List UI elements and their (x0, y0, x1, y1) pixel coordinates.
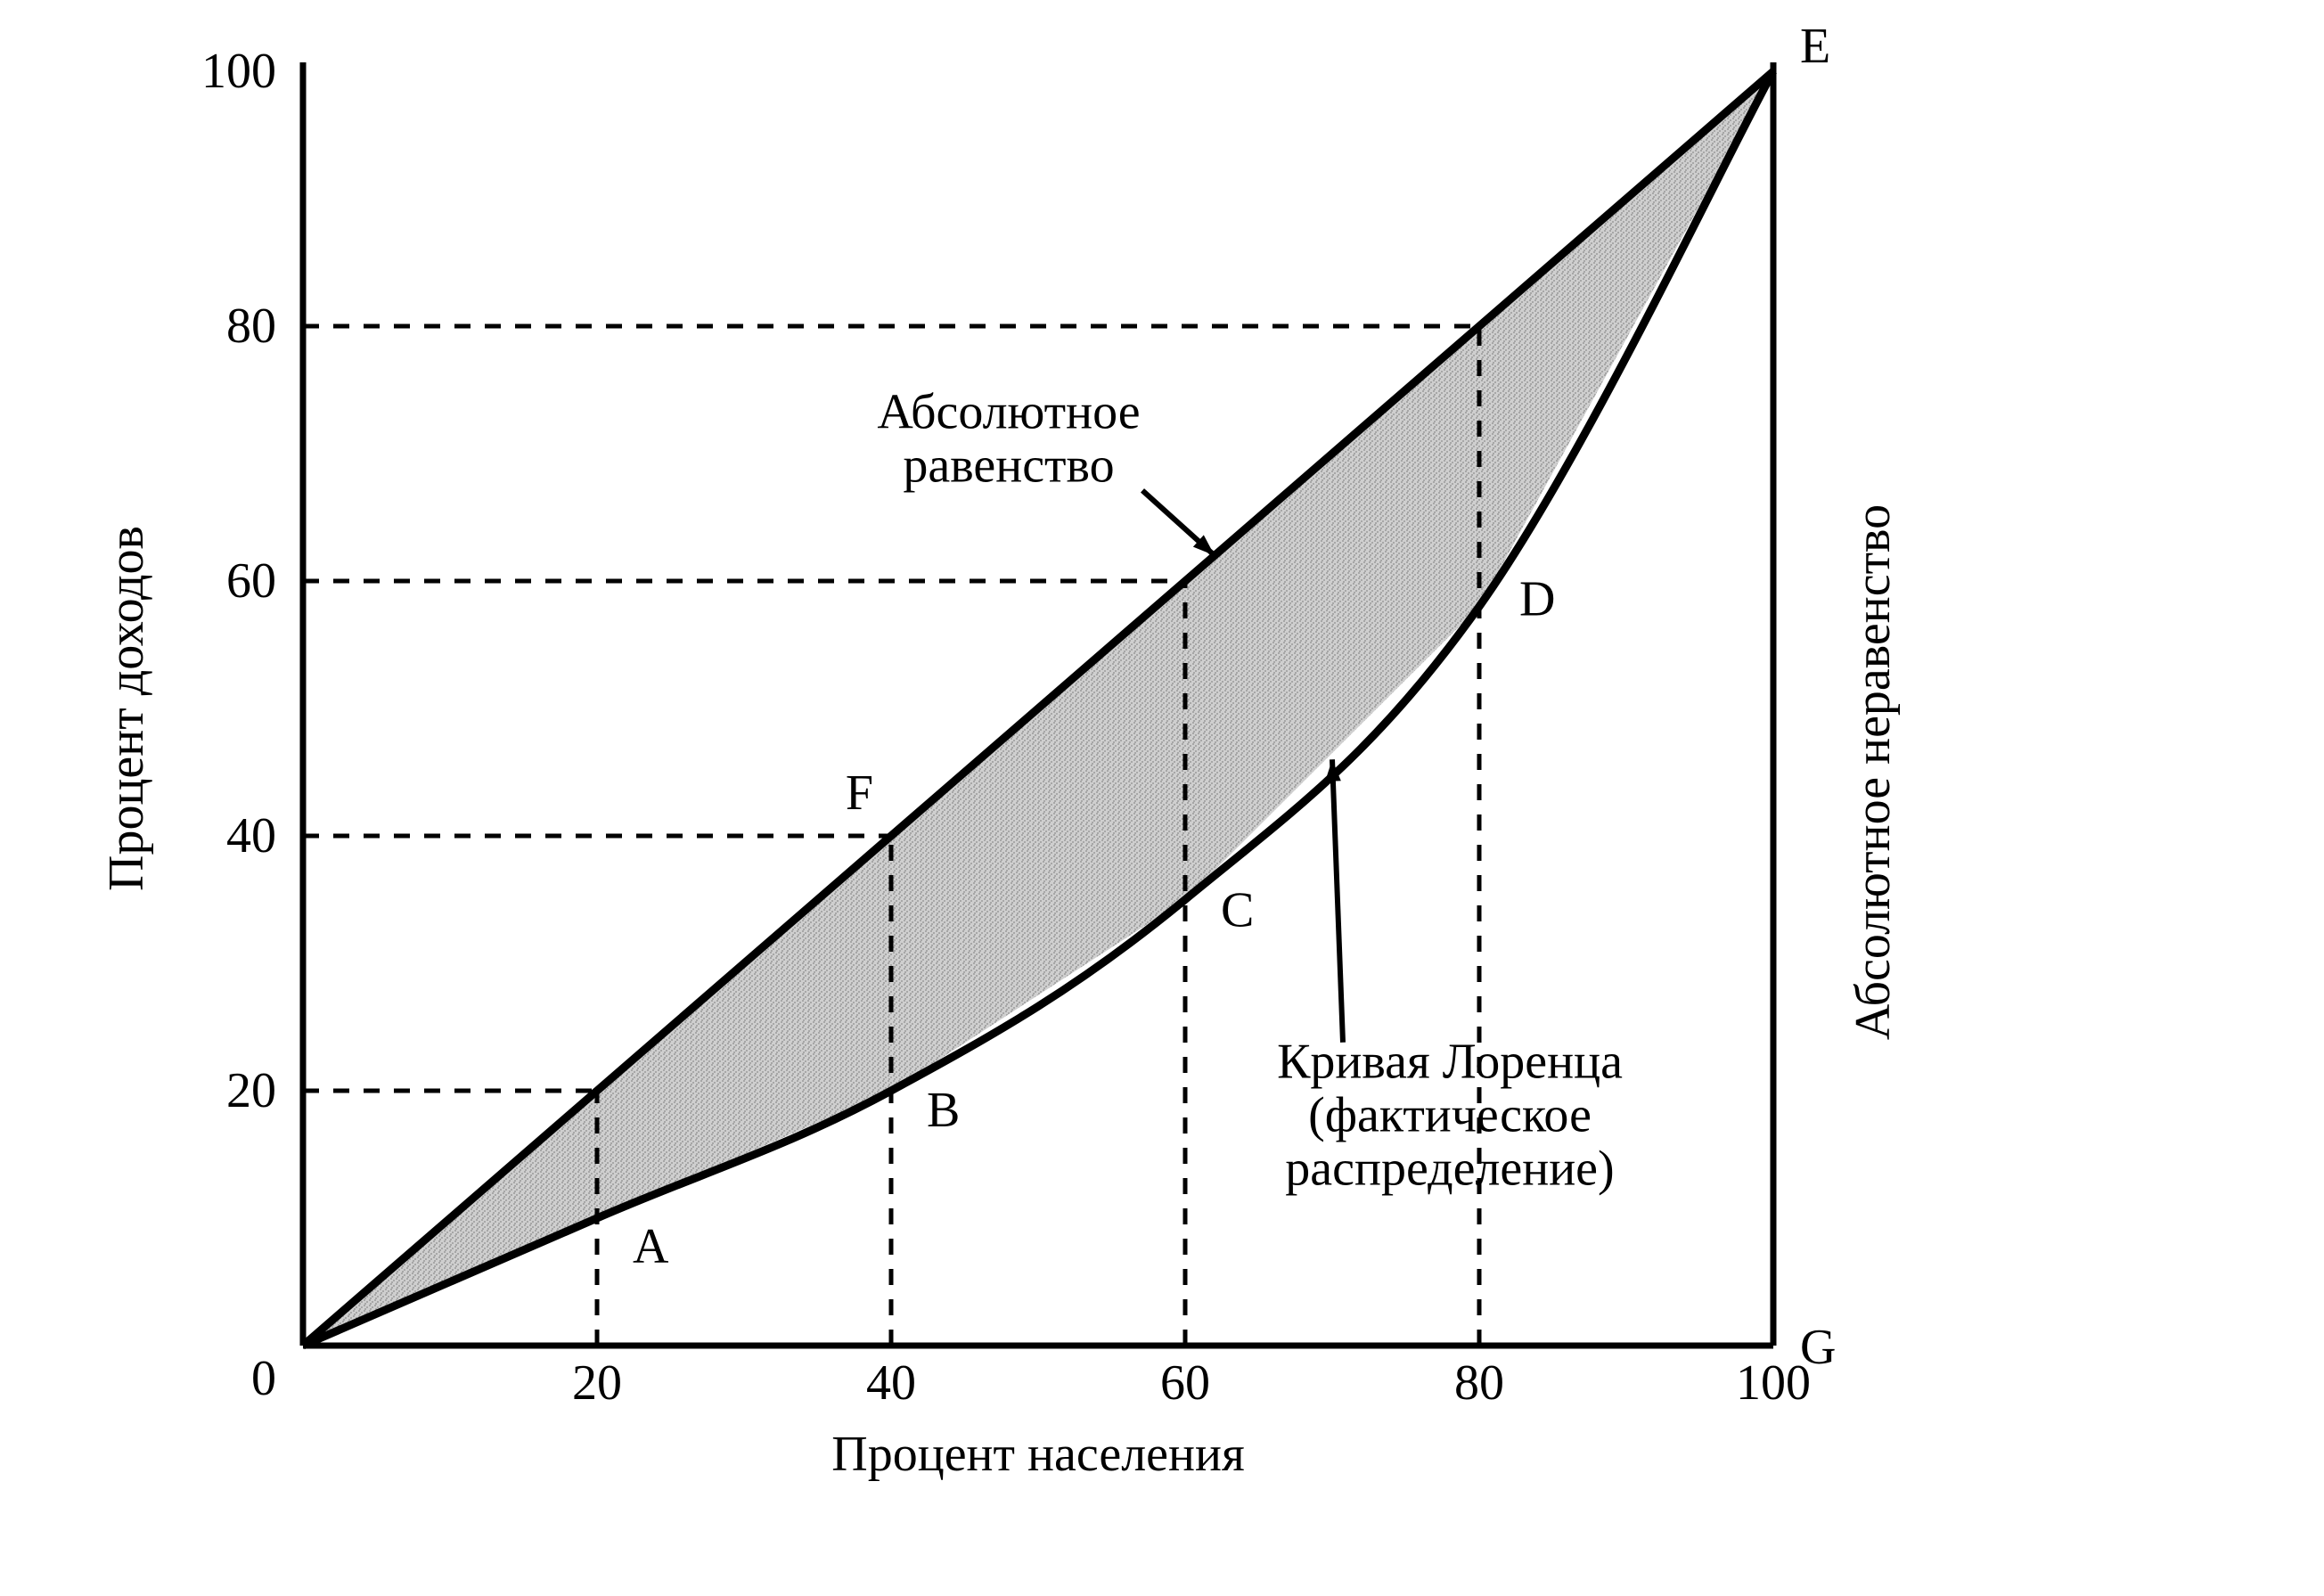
equality-annot-1: Абсолютное (877, 384, 1140, 439)
y-tick-40: 40 (226, 808, 276, 863)
y-tick-80: 80 (226, 299, 276, 354)
y-tick-20: 20 (226, 1063, 276, 1118)
lorenz-annot-1: Кривая Лоренца (1277, 1035, 1623, 1090)
lorenz-annot-2: (фактическое (1308, 1088, 1592, 1143)
y-tick-100: 100 (201, 44, 276, 99)
equality-annot-2: равенство (903, 438, 1114, 493)
origin-label: 0 (251, 1351, 276, 1406)
x-tick-40: 40 (866, 1355, 916, 1411)
point-label-G: G (1800, 1320, 1836, 1375)
lorenz-curve-chart: { "chart": { "type": "line-area", "backg… (0, 0, 2324, 1596)
y-tick-60: 60 (226, 553, 276, 609)
point-label-C: C (1221, 883, 1254, 938)
lorenz-annot-3: распределение) (1285, 1142, 1614, 1197)
point-label-F: F (846, 765, 873, 821)
lorenz-arrow (1332, 759, 1343, 1042)
point-label-B: B (927, 1083, 960, 1138)
right-axis-label: Абсолютное неравенство (1845, 504, 1901, 1040)
point-label-D: D (1519, 572, 1555, 627)
point-label-E: E (1800, 19, 1830, 74)
y-axis-label: Процент доходов (99, 526, 154, 891)
chart-svg: 20406080100204060801000Процент населения… (0, 0, 2324, 1596)
x-tick-60: 60 (1160, 1355, 1210, 1411)
x-tick-20: 20 (572, 1355, 622, 1411)
x-tick-80: 80 (1454, 1355, 1504, 1411)
x-axis-label: Процент населения (831, 1427, 1244, 1482)
point-label-A: A (633, 1219, 669, 1274)
